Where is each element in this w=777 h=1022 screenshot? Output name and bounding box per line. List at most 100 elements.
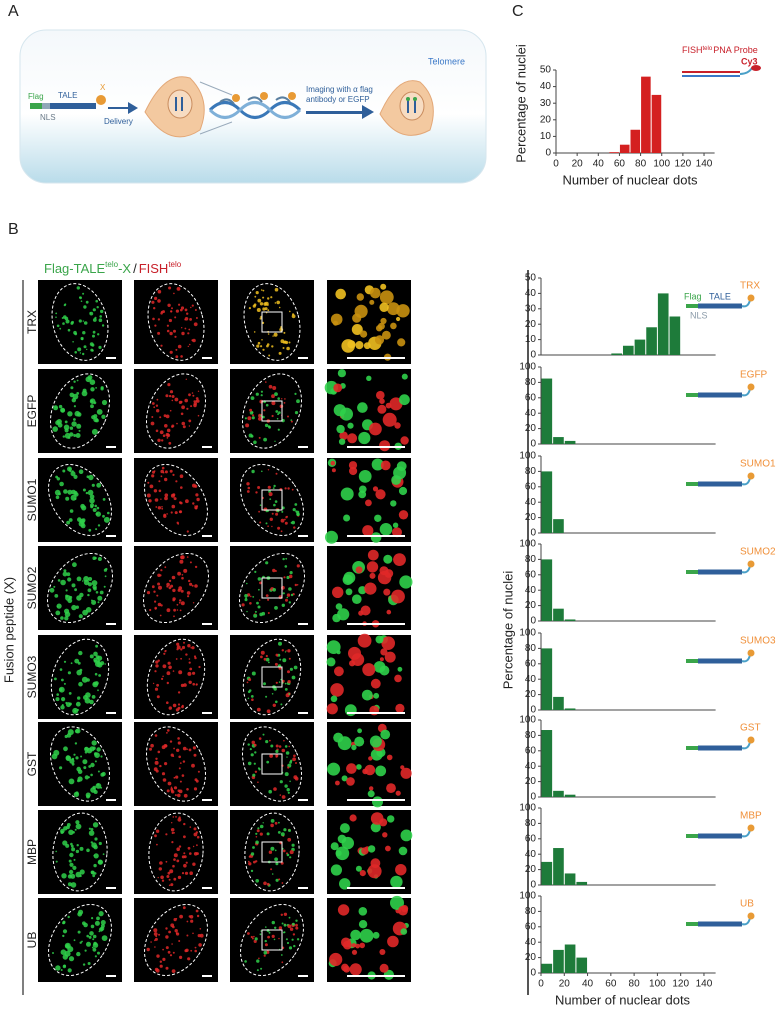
signal-dot — [161, 507, 164, 510]
signal-dot — [255, 392, 259, 396]
signal-dot — [171, 943, 173, 945]
signal-dot — [264, 423, 269, 428]
signal-dot — [288, 916, 291, 919]
signal-dot — [52, 952, 54, 954]
signal-dot — [73, 791, 80, 798]
signal-dot — [159, 964, 163, 968]
signal-dot — [77, 709, 79, 711]
signal-dot — [284, 340, 289, 345]
signal-dot — [178, 767, 181, 770]
signal-dot — [98, 841, 102, 846]
signal-dot — [103, 585, 106, 588]
signal-blob — [384, 651, 396, 663]
zoom-box — [261, 311, 283, 333]
signal-dot — [157, 750, 161, 754]
signal-dot — [250, 595, 252, 598]
panel-label: C — [512, 3, 524, 20]
signal-dot — [72, 865, 77, 871]
signal-blob — [369, 572, 376, 579]
signal-dot — [197, 414, 200, 417]
signal-dot — [153, 489, 158, 493]
signal-blob — [390, 875, 403, 889]
signal-dot — [84, 747, 88, 750]
signal-dot — [278, 745, 282, 748]
bar — [564, 440, 576, 444]
signal-dot — [159, 430, 164, 435]
signal-dot — [173, 918, 177, 922]
signal-blob — [390, 322, 397, 330]
signal-blob — [362, 663, 376, 677]
signal-dot — [170, 787, 173, 791]
signal-dot — [177, 737, 180, 740]
signal-dot — [287, 487, 290, 490]
signal-blob — [383, 969, 394, 980]
signal-dot — [87, 588, 92, 593]
signal-dot — [253, 762, 256, 765]
signal-dot — [93, 659, 97, 663]
signal-dot — [178, 755, 181, 759]
signal-dot — [64, 616, 69, 621]
fusion-x — [747, 824, 755, 832]
signal-dot — [282, 849, 286, 853]
signal-dot — [71, 583, 76, 588]
signal-dot — [257, 605, 261, 609]
signal-dot — [155, 660, 159, 664]
signal-dot — [98, 345, 102, 349]
signal-dot — [176, 859, 180, 863]
signal-dot — [261, 470, 263, 473]
signal-dot — [104, 663, 106, 665]
signal-dot — [275, 472, 278, 475]
micrograph — [134, 722, 218, 806]
signal-dot — [278, 681, 281, 683]
x-tick-label: 140 — [696, 979, 713, 990]
signal-dot — [258, 417, 262, 421]
signal-blob — [379, 290, 394, 305]
signal-dot — [154, 607, 157, 610]
signal-dot — [252, 304, 256, 308]
signal-dot — [198, 943, 202, 947]
signal-blob — [333, 383, 343, 393]
signal-blob — [369, 422, 382, 436]
signal-dot — [246, 681, 249, 684]
signal-dot — [177, 344, 182, 349]
signal-dot — [69, 470, 72, 473]
signal-dot — [93, 651, 98, 657]
signal-dot — [73, 330, 77, 335]
signal-dot — [60, 705, 65, 710]
signal-dot — [181, 327, 183, 329]
flag-tag — [686, 746, 698, 750]
zoom-box — [261, 577, 283, 599]
signal-dot — [284, 682, 287, 685]
signal-dot — [169, 740, 173, 743]
signal-dot — [288, 574, 293, 579]
signal-dot — [74, 658, 80, 664]
signal-blob — [347, 433, 358, 444]
signal-blob — [366, 561, 379, 573]
signal-dot — [70, 321, 74, 325]
signal-dot — [247, 932, 250, 935]
signal-dot — [278, 666, 282, 670]
micrograph — [230, 369, 314, 453]
signal-dot — [256, 601, 259, 605]
signal-dot — [165, 860, 168, 863]
signal-dot — [255, 836, 258, 838]
signal-dot — [246, 610, 248, 613]
signal-dot — [268, 492, 273, 497]
flag-tag — [686, 393, 698, 397]
micrograph — [134, 280, 218, 364]
signal-dot — [189, 561, 192, 564]
bar — [611, 353, 622, 355]
signal-dot — [82, 580, 84, 582]
signal-blob — [375, 489, 386, 500]
y-tick-label: 100 — [519, 628, 536, 639]
signal-dot — [291, 675, 296, 680]
signal-dot — [76, 423, 82, 429]
signal-dot — [249, 408, 253, 412]
micrograph-bg — [134, 280, 218, 364]
signal-dot — [68, 869, 74, 875]
signal-dot — [172, 816, 175, 818]
signal-dot — [62, 934, 65, 938]
signal-dot — [179, 914, 184, 919]
construct-label: SUMO3 — [740, 636, 776, 647]
